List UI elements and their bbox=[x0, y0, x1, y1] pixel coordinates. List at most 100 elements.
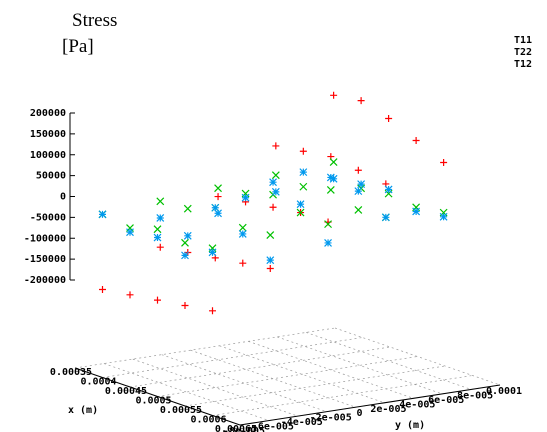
data-point bbox=[384, 185, 393, 194]
data-point bbox=[329, 158, 338, 167]
data-point bbox=[154, 296, 161, 304]
x-tick-label: 0.0006 bbox=[190, 415, 226, 426]
data-point bbox=[440, 159, 448, 167]
data-point bbox=[439, 212, 448, 221]
x-axis bbox=[74, 367, 241, 426]
legend-label: T12 bbox=[514, 59, 532, 70]
data-point bbox=[183, 231, 192, 240]
y-tick-label: 0 bbox=[357, 408, 363, 419]
grid-line bbox=[190, 349, 356, 408]
z-tick-label: 200000 bbox=[30, 108, 66, 119]
data-point bbox=[181, 251, 189, 260]
data-point bbox=[266, 256, 275, 265]
data-point bbox=[156, 214, 165, 222]
data-point bbox=[208, 248, 217, 257]
data-point bbox=[266, 231, 275, 240]
data-point bbox=[266, 265, 274, 273]
y-tick-label: 2e-005 bbox=[370, 404, 406, 415]
y-tick-label: 8e-005 bbox=[457, 390, 493, 401]
z-tick-label: 100000 bbox=[30, 150, 66, 161]
data-point bbox=[329, 174, 338, 183]
z-label: [Pa] bbox=[62, 36, 94, 57]
x-label: x (m) bbox=[68, 405, 98, 416]
x-tick-label: 0.00065 bbox=[215, 424, 257, 432]
data-point bbox=[209, 307, 216, 315]
data-point bbox=[214, 184, 222, 193]
legend-label: T11 bbox=[514, 35, 532, 46]
data-point bbox=[156, 197, 165, 206]
data-point bbox=[241, 193, 250, 202]
data-point bbox=[156, 243, 164, 251]
data-point bbox=[354, 205, 363, 214]
data-point bbox=[330, 91, 338, 99]
z-tick-label: -50000 bbox=[30, 212, 66, 223]
data-point bbox=[299, 182, 308, 191]
grid-line bbox=[334, 327, 501, 386]
data-point bbox=[126, 228, 134, 237]
data-point bbox=[271, 171, 280, 180]
data-point bbox=[99, 286, 106, 293]
data-point bbox=[98, 210, 107, 219]
grid-line bbox=[74, 327, 336, 369]
data-point bbox=[183, 204, 192, 213]
data-point bbox=[126, 291, 134, 299]
x-tick-label: 0.0005 bbox=[135, 396, 171, 407]
y-tick-label: 4e-005 bbox=[399, 399, 435, 410]
grid-line bbox=[212, 375, 473, 416]
grid-line bbox=[305, 332, 472, 390]
grid-line bbox=[184, 365, 446, 407]
data-point bbox=[385, 114, 393, 122]
z-label: Stress bbox=[72, 10, 117, 31]
data-point bbox=[324, 238, 332, 247]
z-tick-label: -200000 bbox=[24, 275, 66, 286]
x-tick-label: 0.0004 bbox=[80, 377, 116, 388]
data-point bbox=[214, 209, 222, 218]
grid-line bbox=[277, 336, 443, 395]
z-tick-label: -100000 bbox=[24, 233, 66, 244]
data-point bbox=[324, 220, 332, 229]
data-point bbox=[239, 259, 247, 267]
y-tick-label: -6e-005 bbox=[252, 422, 294, 432]
z-tick-label: 0 bbox=[60, 192, 66, 203]
data-point bbox=[272, 142, 280, 150]
y-tick-label: 0.0001 bbox=[486, 386, 522, 397]
data-point bbox=[211, 203, 220, 212]
grid-line bbox=[248, 341, 414, 399]
data-point bbox=[296, 208, 305, 217]
data-point bbox=[269, 203, 277, 211]
grid-line bbox=[157, 356, 418, 397]
data-point bbox=[271, 187, 280, 196]
data-point bbox=[153, 225, 162, 234]
z-tick-label: -150000 bbox=[24, 254, 66, 265]
data-point bbox=[296, 200, 305, 209]
y-axis bbox=[239, 384, 501, 426]
y-tick-label: -8e-005 bbox=[223, 426, 265, 432]
data-point bbox=[381, 213, 390, 222]
data-point bbox=[354, 187, 363, 196]
y-tick-label: -4e-005 bbox=[281, 417, 323, 428]
x-tick-label: 0.00035 bbox=[50, 367, 92, 378]
x-tick-label: 0.00045 bbox=[105, 386, 147, 397]
x-tick-label: 0.00055 bbox=[160, 405, 202, 416]
z-tick-label: 50000 bbox=[36, 171, 66, 182]
grid-line bbox=[161, 354, 327, 412]
data-point bbox=[181, 238, 189, 247]
data-point bbox=[238, 230, 247, 238]
data-point bbox=[357, 97, 365, 105]
data-point bbox=[214, 193, 222, 201]
data-point bbox=[299, 147, 307, 155]
grid-line bbox=[102, 337, 363, 378]
z-tick-label: 150000 bbox=[30, 129, 66, 140]
data-point bbox=[326, 186, 335, 194]
legend-label: T22 bbox=[514, 47, 532, 58]
data-point bbox=[269, 178, 277, 187]
data-point bbox=[412, 136, 420, 144]
y-tick-label: -2e-005 bbox=[310, 413, 352, 424]
y-tick-label: 6e-005 bbox=[428, 395, 464, 406]
data-point bbox=[412, 207, 421, 216]
grid-line bbox=[103, 363, 270, 421]
data-point bbox=[357, 180, 366, 189]
data-point bbox=[326, 173, 335, 182]
data-point bbox=[299, 168, 308, 177]
